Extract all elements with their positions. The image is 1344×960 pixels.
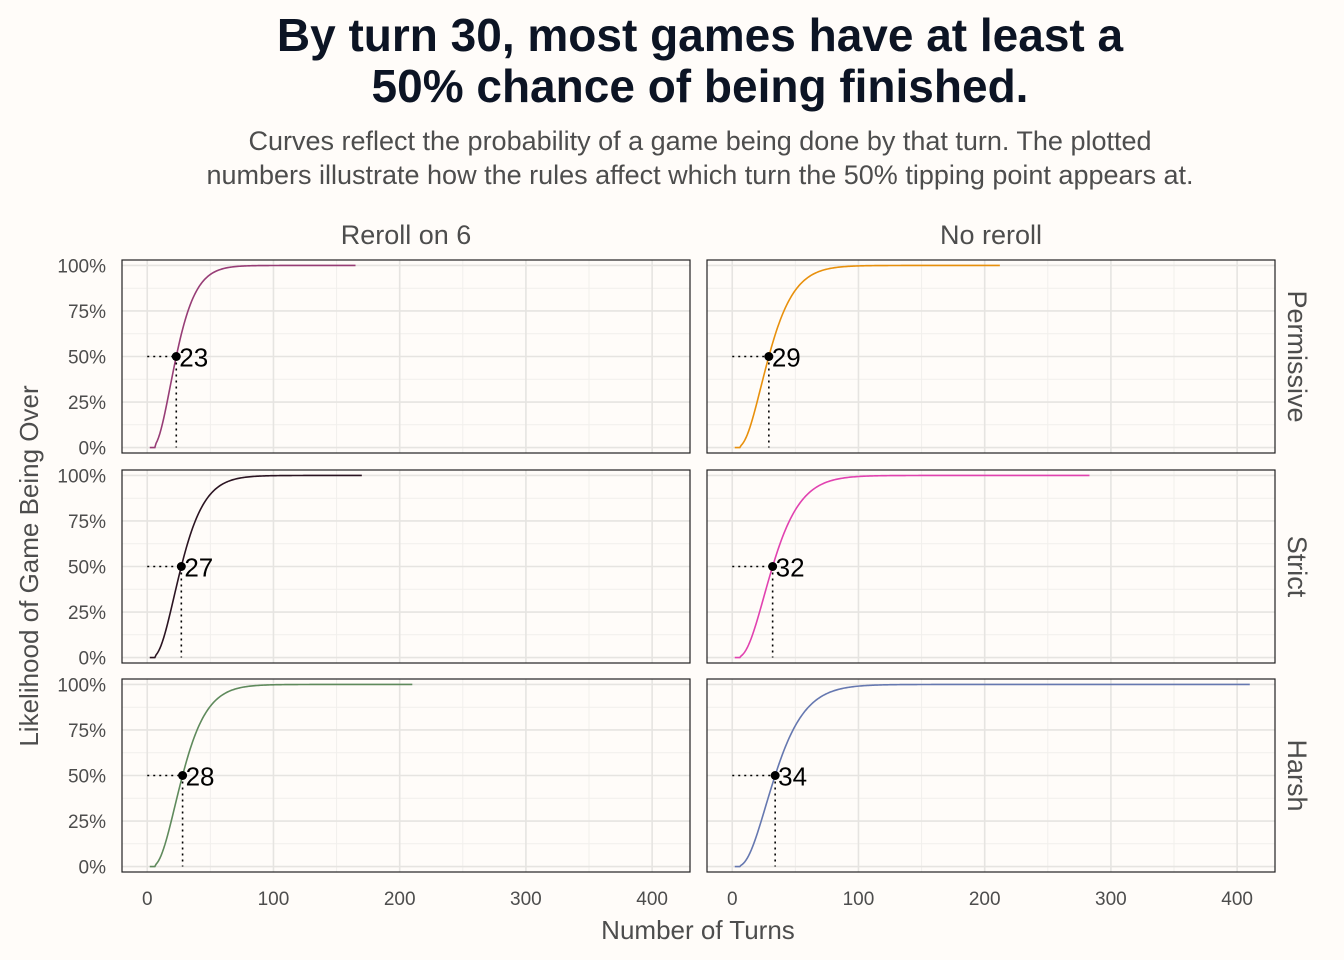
y-tick-label: 100% xyxy=(57,256,106,277)
median-label-reroll-on-6-strict: 27 xyxy=(184,553,213,583)
panel-border-reroll-on-6-harsh xyxy=(121,678,691,873)
panel-border-no-reroll-harsh xyxy=(706,678,1276,873)
y-tick-label: 100% xyxy=(57,675,106,696)
y-tick-label: 75% xyxy=(68,302,106,323)
chart-subtitle-line-2: numbers illustrate how the rules affect … xyxy=(206,160,1194,190)
x-tick-label: 0 xyxy=(727,889,738,910)
x-tick-label: 100 xyxy=(843,889,875,910)
median-point-no-reroll-strict xyxy=(768,562,778,571)
y-axis-title: Likelihood of Game Being Over xyxy=(14,385,44,747)
y-tick-label: 0% xyxy=(79,649,107,670)
y-tick-label: 75% xyxy=(68,512,106,533)
x-tick-label: 400 xyxy=(636,889,668,910)
median-point-reroll-on-6-permissive xyxy=(171,352,181,361)
facet-column-label-no-reroll: No reroll xyxy=(940,220,1042,250)
median-point-no-reroll-harsh xyxy=(770,771,780,780)
panel-border-no-reroll-permissive xyxy=(706,259,1276,454)
median-label-reroll-on-6-permissive: 23 xyxy=(179,343,208,373)
x-tick-label: 300 xyxy=(510,889,542,910)
facet-row-label-harsh: Harsh xyxy=(1282,739,1312,811)
y-tick-label: 25% xyxy=(68,603,106,624)
facet-row-label-strict: Strict xyxy=(1282,536,1312,598)
median-label-reroll-on-6-harsh: 28 xyxy=(186,762,215,792)
median-label-no-reroll-harsh: 34 xyxy=(778,762,807,792)
y-tick-label: 50% xyxy=(68,767,106,788)
x-tick-label: 200 xyxy=(384,889,416,910)
y-tick-label: 25% xyxy=(68,812,106,833)
y-tick-label: 0% xyxy=(79,858,107,879)
x-axis-title: Number of Turns xyxy=(601,915,795,945)
y-tick-label: 100% xyxy=(57,466,106,487)
facet-row-label-permissive: Permissive xyxy=(1282,290,1312,422)
y-tick-label: 50% xyxy=(68,558,106,579)
x-tick-label: 200 xyxy=(969,889,1001,910)
y-tick-label: 0% xyxy=(79,439,107,460)
x-tick-label: 100 xyxy=(258,889,290,910)
panel-border-reroll-on-6-strict xyxy=(121,469,691,664)
median-point-reroll-on-6-strict xyxy=(176,562,186,571)
y-tick-label: 75% xyxy=(68,721,106,742)
median-label-no-reroll-strict: 32 xyxy=(776,553,805,583)
series-line-reroll-on-6-harsh xyxy=(149,683,413,868)
series-line-no-reroll-permissive xyxy=(734,264,1000,449)
x-tick-label: 400 xyxy=(1221,889,1253,910)
series-line-no-reroll-strict xyxy=(734,474,1090,659)
series-line-reroll-on-6-permissive xyxy=(149,264,356,449)
median-label-no-reroll-permissive: 29 xyxy=(772,343,801,373)
series-line-reroll-on-6-strict xyxy=(149,474,362,659)
series-line-no-reroll-harsh xyxy=(734,683,1250,868)
facet-column-label-reroll-on-6: Reroll on 6 xyxy=(341,220,472,250)
chart-title-line-1: By turn 30, most games have at least a xyxy=(276,9,1124,61)
y-tick-label: 50% xyxy=(68,348,106,369)
chart-subtitle-line-1: Curves reflect the probability of a game… xyxy=(248,126,1152,156)
y-tick-label: 25% xyxy=(68,393,106,414)
x-tick-label: 300 xyxy=(1095,889,1127,910)
panel-border-reroll-on-6-permissive xyxy=(121,259,691,454)
panel-border-no-reroll-strict xyxy=(706,469,1276,664)
median-point-no-reroll-permissive xyxy=(764,352,774,361)
x-tick-label: 0 xyxy=(142,889,153,910)
median-point-reroll-on-6-harsh xyxy=(178,771,188,780)
chart-title-line-2: 50% chance of being finished. xyxy=(371,60,1029,112)
